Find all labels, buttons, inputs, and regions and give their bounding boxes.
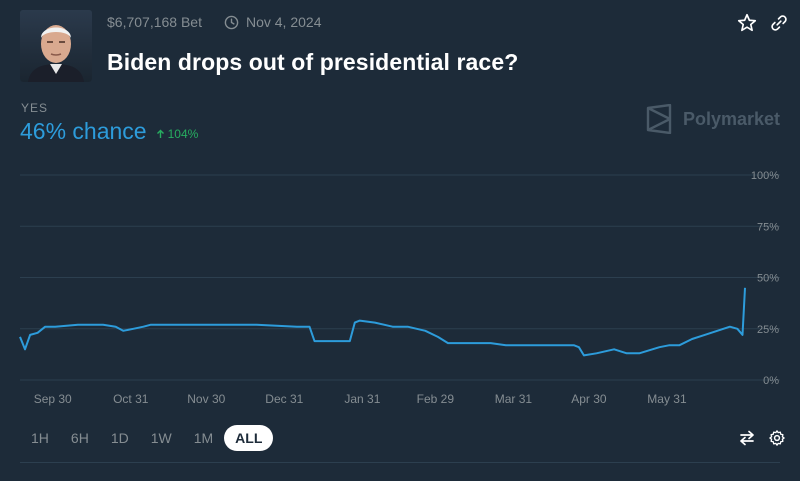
x-tick-label: Mar 31: [495, 392, 533, 406]
x-tick-label: Feb 29: [417, 392, 455, 406]
change-text: 104%: [167, 127, 199, 141]
y-tick-label: 100%: [751, 170, 779, 182]
x-tick-label: Jan 31: [344, 392, 380, 406]
star-icon[interactable]: [736, 12, 758, 34]
timeframe-all-button[interactable]: ALL: [224, 425, 274, 451]
y-tick-label: 0%: [763, 375, 779, 387]
chance-text: 46% chance: [20, 118, 147, 144]
x-tick-label: Dec 31: [265, 392, 303, 406]
x-tick-label: May 31: [647, 392, 687, 406]
x-tick-label: Sep 30: [34, 392, 72, 406]
link-icon[interactable]: [768, 12, 790, 34]
timeframe-1m-button[interactable]: 1M: [193, 430, 214, 446]
clock-icon: [224, 15, 239, 29]
x-tick-label: Nov 30: [187, 392, 225, 406]
timeframe-1w-button[interactable]: 1W: [150, 430, 172, 446]
series-line: [19, 287, 746, 357]
timeframe-6h-button[interactable]: 6H: [70, 430, 89, 446]
market-title: Biden drops out of presidential race?: [107, 49, 519, 75]
brand-logo: Polymarket: [646, 104, 780, 134]
timeframe-1h-button[interactable]: 1H: [31, 430, 49, 446]
arrow-up-icon: [156, 129, 164, 138]
polymarket-logo-icon: [646, 104, 672, 134]
price-chart: 0% 25% 50% 75% 100% Sep 30 Oct 31 Nov 30 Dec 31 J…: [19, 170, 780, 406]
market-meta: $6,707,168 Bet Nov 4, 2024: [107, 14, 321, 30]
timeframe-selector: 1H 6H 1D 1W 1M ALL: [20, 425, 274, 451]
timeframe-1d-button[interactable]: 1D: [110, 430, 129, 446]
chance-display: 46% chance 104%: [20, 118, 198, 145]
gear-icon[interactable]: [768, 429, 786, 447]
volume-text: $6,707,168 Bet: [107, 14, 202, 30]
outcome-label: YES: [21, 101, 49, 115]
market-image: [20, 10, 92, 82]
x-tick-label: Apr 30: [571, 392, 607, 406]
swap-icon[interactable]: [738, 429, 756, 447]
y-tick-label: 50%: [757, 273, 779, 285]
end-date-text: Nov 4, 2024: [245, 14, 322, 30]
y-tick-label: 25%: [757, 324, 779, 336]
y-tick-label: 75%: [757, 221, 779, 233]
change-badge: 104%: [156, 127, 199, 141]
brand-name: Polymarket: [682, 108, 780, 129]
x-tick-label: Oct 31: [113, 392, 149, 406]
divider: [20, 462, 780, 463]
